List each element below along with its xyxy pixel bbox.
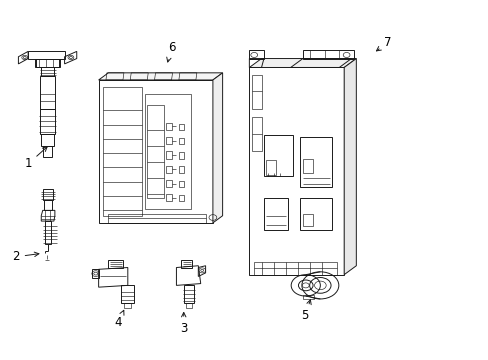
Bar: [108, 214, 205, 223]
Bar: [186, 303, 192, 307]
Bar: [123, 303, 131, 307]
Bar: [302, 50, 353, 59]
Bar: [36, 59, 59, 67]
Bar: [300, 198, 331, 230]
Bar: [40, 109, 55, 134]
Bar: [179, 138, 183, 144]
Bar: [179, 195, 183, 202]
Bar: [41, 67, 54, 76]
Polygon shape: [212, 73, 222, 223]
Bar: [179, 152, 183, 158]
Bar: [254, 262, 336, 275]
Bar: [251, 75, 261, 109]
Bar: [165, 166, 171, 173]
Bar: [302, 295, 313, 299]
Bar: [300, 137, 331, 187]
Bar: [147, 105, 164, 198]
Bar: [40, 76, 55, 109]
Bar: [264, 198, 287, 230]
Text: 3: 3: [180, 312, 187, 335]
Polygon shape: [99, 73, 222, 80]
Polygon shape: [249, 59, 356, 67]
Text: 6: 6: [166, 41, 175, 62]
Bar: [44, 221, 51, 244]
Bar: [165, 123, 171, 130]
Bar: [302, 214, 312, 226]
Bar: [42, 146, 52, 157]
Bar: [179, 181, 183, 187]
Bar: [99, 80, 212, 223]
Bar: [165, 180, 171, 187]
Bar: [251, 117, 261, 152]
Bar: [165, 194, 171, 202]
Bar: [103, 87, 142, 216]
Bar: [264, 135, 292, 176]
Bar: [266, 160, 276, 175]
Bar: [42, 189, 53, 200]
Bar: [302, 158, 312, 173]
Bar: [144, 94, 191, 208]
Bar: [165, 152, 171, 158]
Text: 7: 7: [376, 36, 391, 51]
Bar: [179, 166, 183, 173]
Bar: [179, 123, 183, 130]
Bar: [183, 285, 194, 303]
Bar: [121, 285, 133, 303]
Text: 4: 4: [114, 310, 124, 329]
Text: 5: 5: [301, 300, 310, 322]
Bar: [249, 50, 264, 59]
Bar: [249, 67, 344, 275]
Bar: [165, 137, 171, 144]
Bar: [43, 200, 52, 210]
Bar: [41, 134, 54, 146]
Polygon shape: [344, 59, 356, 275]
Text: 1: 1: [24, 147, 47, 170]
Bar: [181, 260, 192, 267]
Bar: [108, 260, 122, 267]
Text: 2: 2: [12, 250, 39, 263]
